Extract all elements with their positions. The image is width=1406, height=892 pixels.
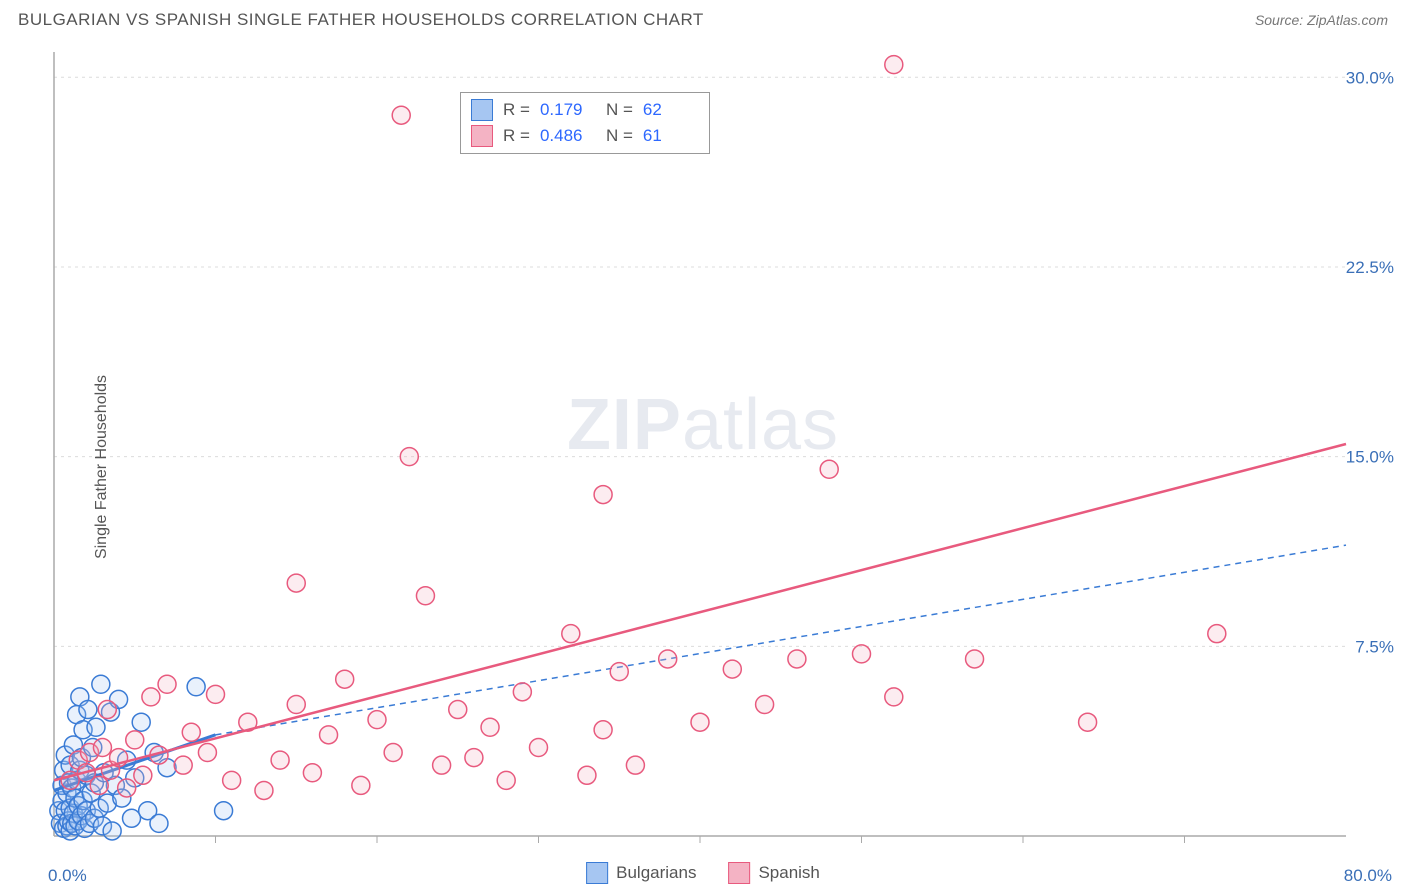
- stat-r-label: R =: [503, 100, 530, 120]
- stat-n-spanish: 61: [643, 126, 699, 146]
- bottom-legend: Bulgarians Spanish: [586, 862, 820, 884]
- legend-label-spanish: Spanish: [758, 863, 819, 883]
- stat-n-label: N =: [606, 126, 633, 146]
- stat-r-label: R =: [503, 126, 530, 146]
- legend-item-spanish: Spanish: [728, 862, 819, 884]
- legend-label-bulgarians: Bulgarians: [616, 863, 696, 883]
- swatch-bulgarians: [471, 99, 493, 121]
- chart-area: Single Father Households ZIPatlas 7.5%15…: [0, 42, 1406, 892]
- stat-r-spanish: 0.486: [540, 126, 596, 146]
- stats-row-bulgarians: R = 0.179 N = 62: [471, 97, 699, 123]
- stat-n-label: N =: [606, 100, 633, 120]
- x-axis-max-label: 80.0%: [1344, 866, 1392, 886]
- legend-item-bulgarians: Bulgarians: [586, 862, 696, 884]
- scatter-plot: 7.5% 15.0% 22.5% 30.0%: [0, 42, 1406, 892]
- y-axis-label: Single Father Households: [93, 375, 111, 559]
- svg-text:15.0%: 15.0%: [1346, 448, 1394, 467]
- svg-text:30.0%: 30.0%: [1346, 68, 1394, 87]
- svg-text:7.5%: 7.5%: [1355, 637, 1394, 656]
- swatch-spanish: [471, 125, 493, 147]
- stats-row-spanish: R = 0.486 N = 61: [471, 123, 699, 149]
- stat-n-bulgarians: 62: [643, 100, 699, 120]
- stat-r-bulgarians: 0.179: [540, 100, 596, 120]
- svg-text:22.5%: 22.5%: [1346, 258, 1394, 277]
- legend-swatch-spanish: [728, 862, 750, 884]
- source-attribution: Source: ZipAtlas.com: [1255, 12, 1388, 28]
- stats-legend-box: R = 0.179 N = 62 R = 0.486 N = 61: [460, 92, 710, 154]
- x-axis-min-label: 0.0%: [48, 866, 87, 886]
- legend-swatch-bulgarians: [586, 862, 608, 884]
- chart-title: BULGARIAN VS SPANISH SINGLE FATHER HOUSE…: [18, 10, 704, 30]
